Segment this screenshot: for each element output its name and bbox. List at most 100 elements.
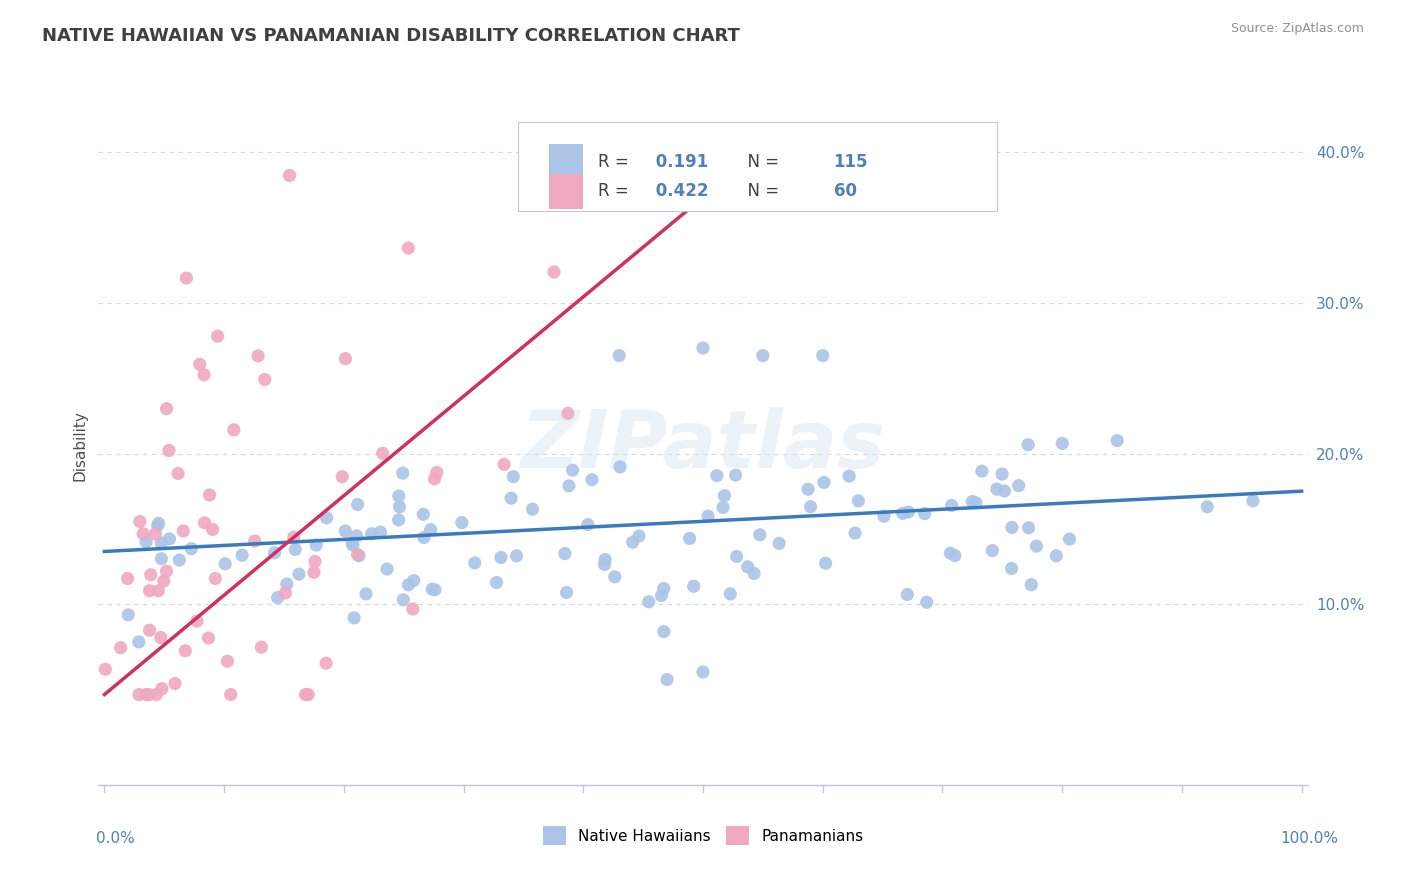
Legend: Native Hawaiians, Panamanians: Native Hawaiians, Panamanians — [543, 827, 863, 845]
Point — [193, 368, 215, 382]
Point — [607, 349, 630, 363]
Point — [138, 688, 160, 702]
Point — [391, 466, 413, 480]
Text: N =: N = — [737, 182, 785, 201]
Point — [650, 589, 672, 603]
Point — [426, 466, 449, 480]
Point — [943, 549, 966, 563]
Point — [464, 556, 486, 570]
Point — [891, 507, 914, 521]
Point — [243, 534, 266, 549]
Point — [561, 463, 583, 477]
Point — [1107, 434, 1129, 448]
Point — [342, 538, 364, 552]
Point — [392, 592, 415, 607]
Point — [711, 500, 734, 515]
Point — [846, 494, 869, 508]
Point — [222, 423, 245, 437]
Point — [450, 516, 472, 530]
Point — [748, 528, 770, 542]
Point — [330, 470, 353, 484]
Point — [1197, 500, 1219, 514]
Point — [896, 587, 918, 601]
Point — [347, 549, 370, 563]
Point — [250, 640, 273, 655]
Point — [370, 525, 392, 540]
Point — [706, 468, 728, 483]
Point — [423, 582, 446, 597]
Point — [682, 579, 704, 593]
Point — [132, 526, 155, 541]
Point — [150, 681, 173, 696]
Point — [637, 595, 659, 609]
Point — [149, 631, 172, 645]
Point — [420, 582, 443, 596]
FancyBboxPatch shape — [517, 122, 997, 211]
Point — [354, 587, 377, 601]
Point — [678, 532, 700, 546]
Point — [150, 551, 173, 566]
Point — [652, 624, 675, 639]
Point — [153, 574, 176, 588]
Point — [628, 529, 651, 543]
Point — [970, 464, 993, 478]
Point — [1052, 436, 1074, 450]
Point — [609, 459, 631, 474]
Point — [1008, 478, 1031, 492]
Point — [800, 500, 823, 514]
Point — [962, 494, 984, 508]
Point — [198, 488, 221, 502]
Point — [288, 567, 311, 582]
Point — [593, 558, 616, 572]
Point — [201, 523, 224, 537]
Point — [297, 688, 319, 702]
Point — [266, 591, 288, 605]
Point — [197, 631, 219, 645]
Point — [188, 357, 211, 371]
Point — [204, 572, 226, 586]
Point — [1241, 493, 1264, 508]
Point — [157, 443, 180, 458]
Point — [593, 552, 616, 566]
Point — [217, 654, 239, 668]
Point — [284, 542, 307, 557]
Point — [713, 489, 735, 503]
Point — [346, 497, 368, 511]
Point — [412, 508, 434, 522]
Point — [915, 595, 938, 609]
Point — [346, 548, 368, 562]
Point — [148, 516, 170, 531]
Text: Source: ZipAtlas.com: Source: ZipAtlas.com — [1230, 22, 1364, 36]
Point — [844, 526, 866, 541]
Point — [155, 401, 177, 416]
Point — [543, 265, 565, 279]
Point — [335, 524, 357, 538]
Point — [343, 611, 366, 625]
Point — [402, 602, 425, 616]
Point — [117, 571, 139, 585]
Point — [993, 483, 1015, 498]
Point — [1021, 577, 1043, 591]
Point — [388, 489, 411, 503]
Text: N =: N = — [737, 153, 785, 170]
Text: 115: 115 — [834, 153, 868, 170]
Text: 100.0%: 100.0% — [1281, 831, 1339, 846]
Text: 0.0%: 0.0% — [96, 831, 135, 846]
Point — [1000, 561, 1022, 575]
Point — [340, 535, 363, 549]
Text: 60: 60 — [834, 182, 856, 201]
Point — [172, 524, 194, 538]
Point — [522, 502, 544, 516]
Point — [253, 372, 276, 386]
Text: 0.422: 0.422 — [650, 182, 709, 201]
Point — [813, 475, 835, 490]
Point — [360, 526, 382, 541]
Point — [558, 479, 581, 493]
Point — [146, 518, 169, 533]
Point — [128, 515, 150, 529]
Point — [274, 586, 297, 600]
Point — [139, 567, 162, 582]
Point — [554, 547, 576, 561]
Point — [494, 458, 516, 472]
Point — [914, 507, 936, 521]
